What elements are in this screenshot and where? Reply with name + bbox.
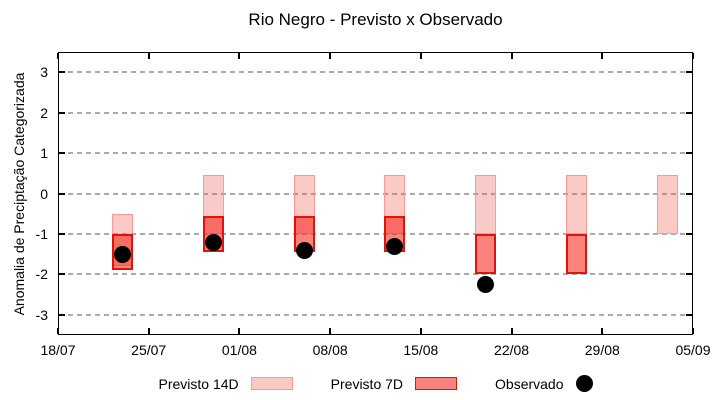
x-tick-mark — [510, 53, 513, 59]
y-tick-label: 1 — [40, 145, 48, 162]
x-tick-label: 22/08 — [494, 342, 530, 358]
x-tick-mark — [419, 53, 422, 59]
legend-swatch-previsto-7d-icon — [415, 377, 458, 390]
x-tick-mark — [419, 328, 422, 334]
observado-dot — [386, 237, 404, 255]
x-tick-mark — [57, 328, 59, 334]
gridline — [59, 71, 692, 74]
legend-label-observado: Observado — [495, 375, 564, 392]
legend: Previsto 14D Previsto 7D Observado — [58, 375, 693, 392]
y-tick-mark — [59, 152, 65, 155]
legend-label-previsto-7d: Previsto 7D — [330, 375, 404, 392]
observado-dot — [295, 241, 313, 259]
y-tick-mark — [686, 71, 692, 74]
previsto-7d-bar — [475, 233, 497, 275]
legend-item-observado: Observado — [495, 375, 593, 392]
y-tick-mark — [686, 111, 692, 114]
gridline — [59, 232, 692, 235]
y-tick-mark — [59, 192, 65, 195]
x-tick-mark — [238, 328, 241, 334]
x-tick-label: 29/08 — [584, 342, 620, 358]
x-tick-mark — [238, 53, 241, 59]
y-tick-label: 0 — [40, 185, 48, 202]
x-tick-label: 15/08 — [403, 342, 439, 358]
y-tick-mark — [59, 71, 65, 74]
y-tick-mark — [59, 232, 65, 235]
x-tick-label: 18/07 — [40, 342, 76, 358]
x-tick-mark — [601, 53, 604, 59]
x-tick-mark — [147, 53, 150, 59]
observado-dot — [477, 275, 495, 293]
y-tick-label: 2 — [40, 104, 48, 121]
observado-dot — [205, 233, 222, 251]
y-tick-mark — [59, 273, 65, 276]
gridline — [59, 192, 692, 195]
legend-label-previsto-14d: Previsto 14D — [158, 375, 239, 392]
y-tick-label: -1 — [35, 225, 48, 242]
x-tick-mark — [692, 328, 694, 334]
previsto-14d-bar — [565, 175, 587, 234]
gridline — [59, 152, 692, 155]
y-tick-label: -3 — [35, 306, 48, 323]
y-tick-label: -2 — [35, 266, 48, 283]
y-tick-mark — [686, 313, 692, 316]
y-tick-label: 3 — [40, 64, 48, 81]
legend-item-previsto-7d: Previsto 7D — [330, 375, 458, 392]
observado-dot — [114, 245, 132, 263]
x-tick-label: 05/09 — [675, 342, 711, 358]
x-tick-mark — [57, 53, 59, 59]
plot-area — [58, 52, 693, 335]
x-tick-label: 25/07 — [131, 342, 167, 358]
y-tick-mark — [686, 232, 692, 235]
chart-title: Rio Negro - Previsto x Observado — [248, 10, 503, 29]
x-tick-mark — [510, 328, 513, 334]
y-tick-mark — [59, 313, 65, 316]
y-tick-mark — [686, 273, 692, 276]
x-tick-mark — [147, 328, 150, 334]
legend-item-previsto-14d: Previsto 14D — [159, 376, 293, 392]
x-tick-label: 08/08 — [312, 342, 348, 358]
previsto-14d-bar — [656, 175, 678, 234]
gridline — [59, 313, 692, 316]
gridline — [59, 111, 692, 114]
x-tick-mark — [329, 53, 332, 59]
legend-swatch-previsto-14d-icon — [250, 377, 293, 390]
y-tick-mark — [686, 192, 692, 195]
y-tick-mark — [686, 152, 692, 155]
legend-dot-observado-icon — [575, 375, 593, 392]
x-tick-mark — [329, 328, 332, 334]
gridline — [59, 273, 692, 276]
x-tick-mark — [692, 53, 694, 59]
previsto-14d-bar — [475, 175, 497, 234]
x-tick-mark — [601, 328, 604, 334]
y-tick-mark — [59, 111, 65, 114]
previsto-7d-bar — [565, 233, 587, 275]
x-tick-label: 01/08 — [221, 342, 257, 358]
